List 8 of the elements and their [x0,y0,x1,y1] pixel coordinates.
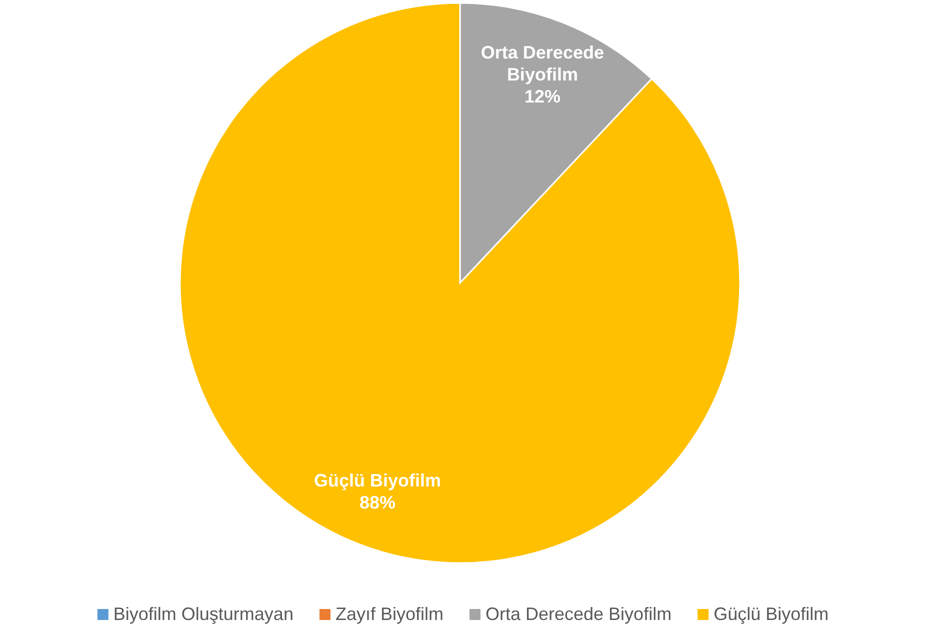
legend-label: Orta Derecede Biyofilm [485,604,672,624]
data-label: 12% [524,86,560,107]
data-label: 88% [360,492,396,512]
legend-label: Biyofilm Oluşturmayan [113,604,294,624]
slice-label: Güçlü Biyofilm [314,470,442,490]
slice-label: Orta Derecede Biyofilm [480,42,604,85]
legend-label: Zayıf Biyofilm [335,604,444,624]
legend-label: Güçlü Biyofilm [714,604,829,624]
